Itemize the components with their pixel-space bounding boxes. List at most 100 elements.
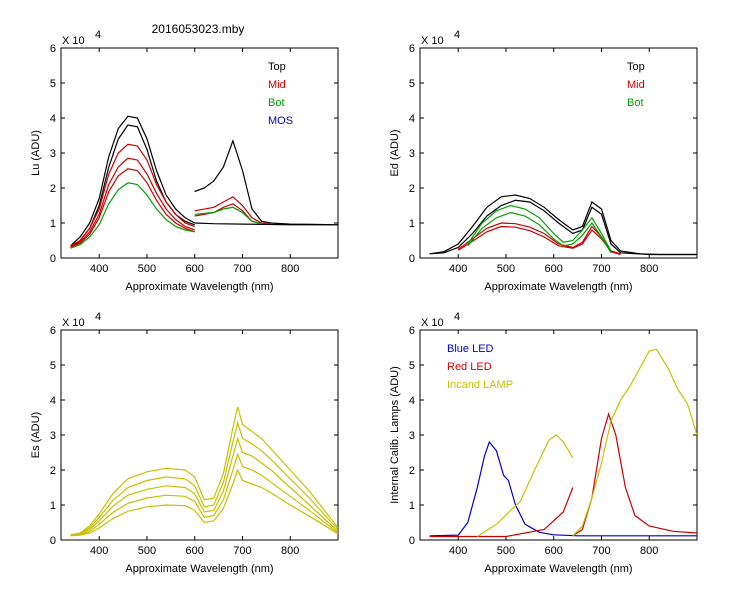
es-y-tick-label: 2 <box>50 465 56 477</box>
cal-y-tick-label: 4 <box>409 395 415 407</box>
cal-series-incand-lamp-line <box>476 434 574 538</box>
es-y-multiplier: X 10 <box>62 317 85 329</box>
es-y-tick-label: 0 <box>50 535 56 547</box>
cal-x-tick-label: 400 <box>449 545 467 557</box>
lu-y-tick-label: 5 <box>50 78 56 90</box>
lu-series-top-line <box>70 115 195 247</box>
es-y-tick-label: 1 <box>50 500 56 512</box>
ed-y-tick-label: 1 <box>409 218 415 230</box>
lu-y-axis-label: Lu (ADU) <box>30 130 42 176</box>
es-x-tick-label: 600 <box>186 545 204 557</box>
ed-legend-entry: Top <box>627 61 645 73</box>
es-x-tick-label: 800 <box>281 545 299 557</box>
figure-title: 2016053023.mby <box>152 22 245 36</box>
lu-y-tick-label: 2 <box>50 183 56 195</box>
ed-x-axis-label: Approximate Wavelength (nm) <box>484 281 632 293</box>
cal-series-red-led-line <box>429 487 574 538</box>
lu-x-tick-label: 800 <box>281 263 299 275</box>
es-y-tick-label: 4 <box>50 395 56 407</box>
ed-series-top-line <box>429 199 697 256</box>
es-series-es-line <box>70 468 338 537</box>
lu-series-top-line <box>194 138 338 226</box>
lu-series-mid-line <box>70 143 195 247</box>
lu-series-mid-line <box>194 196 272 225</box>
ed-y-exponent: 4 <box>454 29 460 41</box>
lu-legend-entry: Mid <box>268 79 286 91</box>
es-y-tick-label: 6 <box>50 325 56 337</box>
es-y-exponent: 4 <box>95 311 101 323</box>
ed-legend-entry: Bot <box>627 97 644 109</box>
ed-y-tick-label: 3 <box>409 148 415 160</box>
es-series-es-line <box>70 436 338 536</box>
lu-y-tick-label: 1 <box>50 218 56 230</box>
cal-legend-entry: Incand LAMP <box>447 379 513 391</box>
ed-x-tick-label: 800 <box>640 263 658 275</box>
lu-series-mid-line <box>70 168 195 249</box>
lu-y-exponent: 4 <box>95 29 101 41</box>
ed-y-tick-label: 2 <box>409 183 415 195</box>
es-series-es-line <box>70 452 338 537</box>
lu-x-tick-label: 600 <box>186 263 204 275</box>
cal-x-tick-label: 800 <box>640 545 658 557</box>
cal-x-tick-label: 500 <box>497 545 515 557</box>
cal-x-tick-label: 700 <box>592 545 610 557</box>
ed-y-tick-label: 0 <box>409 253 415 265</box>
es-series-es-line <box>70 420 338 536</box>
es-series-es-line <box>70 406 338 536</box>
cal-y-tick-label: 3 <box>409 430 415 442</box>
ed-legend-entry: Mid <box>627 79 645 91</box>
cal-y-tick-label: 2 <box>409 465 415 477</box>
ed-series-top-line <box>429 194 697 256</box>
es-panel: 400 500 600 700 800 0 1 2 3 4 5 6 X 10 4 Approximate W… <box>30 311 339 575</box>
lu-x-axis-label: Approximate Wavelength (nm) <box>125 281 273 293</box>
cal-y-exponent: 4 <box>454 311 460 323</box>
es-y-tick-label: 5 <box>50 360 56 372</box>
lu-y-tick-label: 6 <box>50 43 56 55</box>
es-x-tick-label: 500 <box>138 545 156 557</box>
ed-x-tick-label: 400 <box>449 263 467 275</box>
lu-y-multiplier: X 10 <box>62 35 85 47</box>
lu-plot-frame <box>60 47 339 259</box>
lu-y-tick-label: 0 <box>50 253 56 265</box>
ed-x-tick-label: 500 <box>497 263 515 275</box>
ed-series-bot-line <box>467 204 612 252</box>
ed-panel: 400 500 600 700 800 0 1 2 3 4 5 6 X 10 4 Approximate W… <box>389 29 698 293</box>
cal-series-incand-lamp-line <box>572 348 697 537</box>
ed-y-axis-label: Ed (ADU) <box>389 129 401 176</box>
cal-legend-entry: Red LED <box>447 361 492 373</box>
ed-series-bot-line <box>467 211 612 254</box>
cal-series-red-led-line <box>572 412 697 537</box>
cal-series-blue-led-line <box>429 440 697 537</box>
lu-legend-entry: Bot <box>268 97 285 109</box>
ed-y-tick-label: 6 <box>409 43 415 55</box>
lu-series-bot-line <box>194 206 262 225</box>
ed-x-tick-label: 600 <box>545 263 563 275</box>
ed-plot-frame <box>419 47 698 259</box>
lu-legend-entry: Top <box>268 61 286 73</box>
lu-x-tick-label: 700 <box>233 263 251 275</box>
cal-y-multiplier: X 10 <box>421 317 444 329</box>
es-x-axis-label: Approximate Wavelength (nm) <box>125 563 273 575</box>
lu-series-top-line <box>194 222 338 226</box>
ed-y-multiplier: X 10 <box>421 35 444 47</box>
lu-legend-entry: MOS <box>268 115 293 127</box>
es-x-tick-label: 700 <box>233 545 251 557</box>
calib-panel: 400 500 600 700 800 0 1 2 3 4 5 6 X 10 4 Approximate W… <box>389 311 698 575</box>
cal-y-tick-label: 6 <box>409 325 415 337</box>
lu-series-mid-line <box>70 157 195 248</box>
cal-legend-entry: Blue LED <box>447 343 494 355</box>
es-x-tick-label: 400 <box>90 545 108 557</box>
cal-x-tick-label: 600 <box>545 545 563 557</box>
ed-series-mid-line <box>457 225 621 256</box>
ed-y-tick-label: 4 <box>409 113 415 125</box>
lu-x-tick-label: 400 <box>90 263 108 275</box>
ed-y-tick-label: 5 <box>409 78 415 90</box>
lu-x-tick-label: 500 <box>138 263 156 275</box>
es-y-axis-label: Es (ADU) <box>30 412 42 458</box>
lu-y-tick-label: 4 <box>50 113 56 125</box>
es-y-tick-label: 3 <box>50 430 56 442</box>
cal-y-tick-label: 5 <box>409 360 415 372</box>
cal-y-tick-label: 1 <box>409 500 415 512</box>
lu-y-tick-label: 3 <box>50 148 56 160</box>
